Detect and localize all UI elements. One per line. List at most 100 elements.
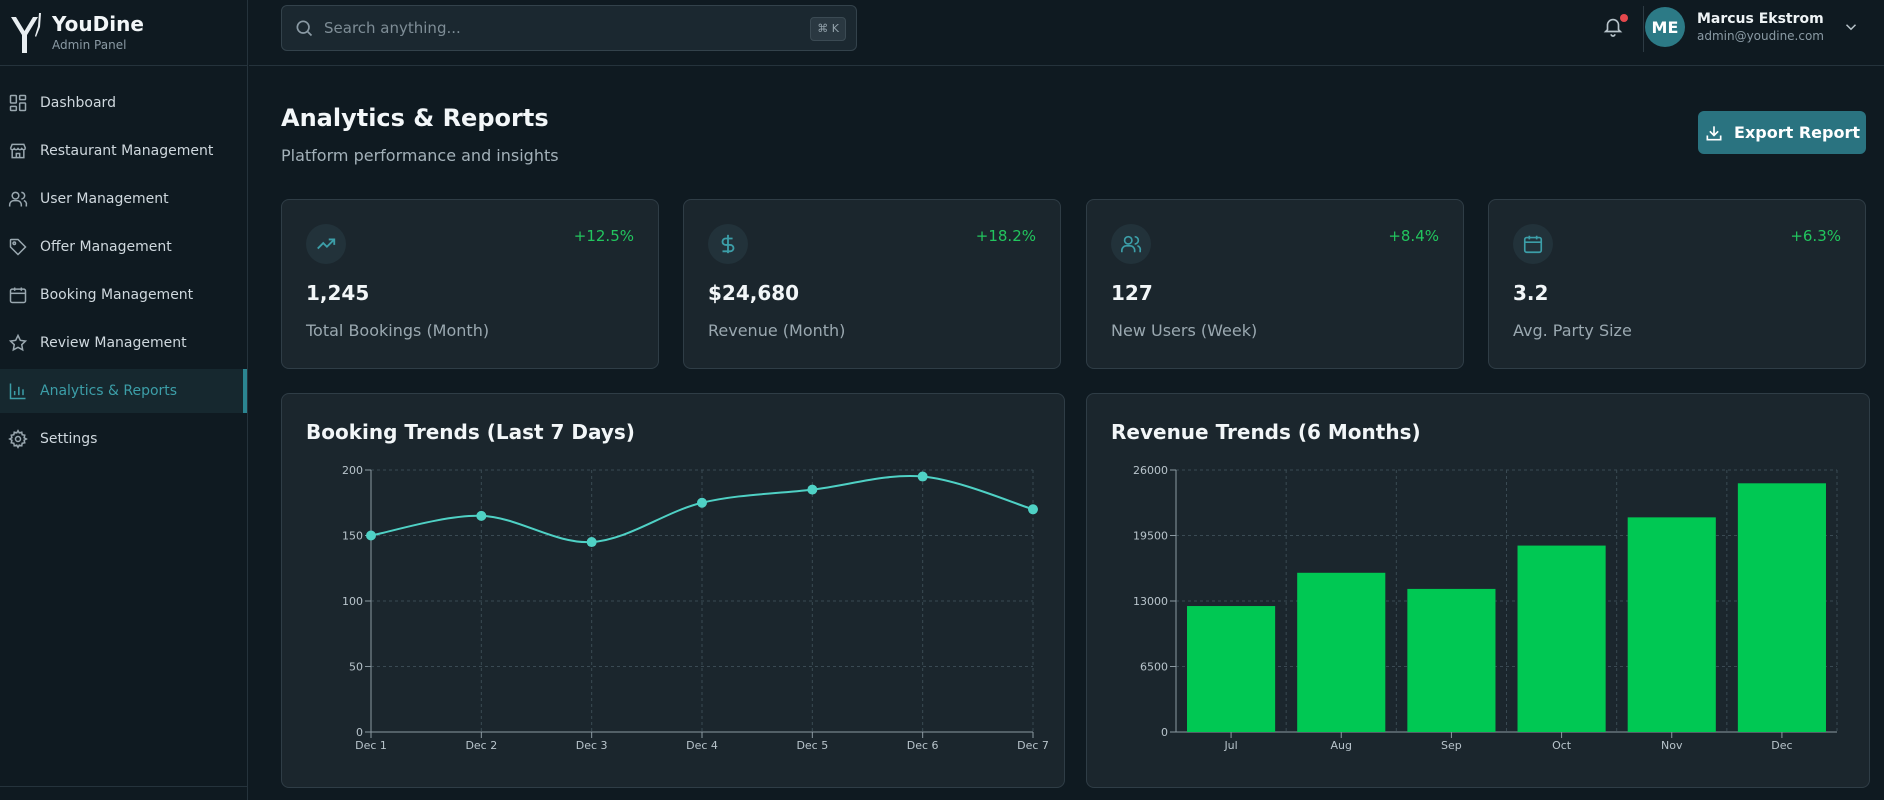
bar-chart-icon [9, 383, 26, 400]
export-report-button[interactable]: Export Report [1698, 111, 1866, 154]
sidebar-item-label: Dashboard [40, 95, 116, 111]
y-tick-label: 6500 [1140, 661, 1168, 674]
user-name: Marcus Ekstrom [1696, 11, 1824, 27]
sidebar-item-label: Offer Management [40, 239, 172, 255]
x-tick-label: Dec 2 [465, 739, 497, 752]
stat-card-new-users: +8.4% 127 New Users (Week) [1086, 199, 1464, 369]
bell-icon [1603, 18, 1623, 37]
data-point [917, 471, 928, 482]
tag-icon [9, 238, 27, 256]
brand-subtitle: Admin Panel [52, 38, 127, 52]
search-input[interactable] [324, 19, 804, 37]
star-icon [8, 333, 28, 352]
data-point [697, 497, 707, 508]
brand[interactable]: YouDine Admin Panel [0, 0, 247, 66]
sidebar-item-label: Review Management [40, 335, 187, 351]
y-tick-label: 0 [1161, 726, 1168, 739]
users-icon [1111, 224, 1151, 264]
sidebar-nav: Dashboard Restaurant Management User Man… [0, 81, 247, 465]
sidebar-item-label: Booking Management [40, 287, 194, 303]
stat-value: 3.2 [1513, 281, 1549, 305]
bar [1737, 483, 1826, 732]
stat-change: +18.2% [975, 227, 1036, 245]
x-tick-label: Dec 4 [686, 739, 718, 752]
shortcut-badge: ⌘ K [810, 17, 846, 41]
page-title: Analytics & Reports [281, 104, 549, 132]
stat-label: Avg. Party Size [1513, 321, 1632, 340]
data-point [1028, 504, 1038, 515]
calendar-icon [9, 287, 27, 304]
youdine-logo-icon [11, 12, 41, 53]
sidebar-item-label: Settings [40, 431, 98, 447]
sidebar: YouDine Admin Panel Dashboard Restaurant… [0, 0, 248, 800]
sidebar-item-review-management[interactable]: Review Management [0, 321, 247, 365]
stat-label: Total Bookings (Month) [306, 321, 490, 340]
x-tick-label: Nov [1661, 739, 1683, 752]
search-bar[interactable]: ⌘ K [281, 5, 857, 51]
calendar-icon [1513, 224, 1553, 264]
stat-card-revenue: +18.2% $24,680 Revenue (Month) [683, 199, 1061, 369]
x-tick-label: Dec 6 [907, 739, 939, 752]
sidebar-item-settings[interactable]: Settings [0, 417, 247, 461]
chevron-down-icon [1845, 24, 1857, 31]
sidebar-item-restaurant-management[interactable]: Restaurant Management [0, 129, 247, 173]
x-tick-label: Dec [1771, 739, 1792, 752]
notifications-button[interactable] [1602, 14, 1628, 40]
stat-card-bookings: +12.5% 1,245 Total Bookings (Month) [281, 199, 659, 369]
x-tick-label: Dec 7 [1017, 739, 1049, 752]
y-tick-label: 100 [342, 595, 363, 608]
search-icon [296, 20, 313, 37]
revenue-trends-card: Revenue Trends (6 Months) 0 6500 13000 1950… [1086, 393, 1870, 788]
top-header: ⌘ K ME Marcus Ekstrom admin@youdine.com [249, 0, 1884, 66]
stat-label: New Users (Week) [1111, 321, 1258, 340]
y-tick-label: 13000 [1133, 595, 1168, 608]
dollar-icon [708, 224, 748, 264]
sidebar-item-booking-management[interactable]: Booking Management [0, 273, 247, 317]
y-tick-label: 200 [342, 464, 363, 477]
y-tick-label: 50 [349, 661, 363, 674]
bar [1627, 517, 1716, 732]
grid-icon [9, 94, 27, 112]
brand-name: YouDine [52, 12, 144, 36]
bar [1517, 545, 1606, 732]
data-point [807, 484, 818, 495]
page-subtitle: Platform performance and insights [281, 146, 559, 165]
data-point [366, 530, 376, 541]
stat-change: +12.5% [573, 227, 634, 245]
stat-card-party-size: +6.3% 3.2 Avg. Party Size [1488, 199, 1866, 369]
chart-title: Revenue Trends (6 Months) [1111, 420, 1421, 444]
notification-dot [1620, 14, 1628, 22]
sidebar-item-dashboard[interactable]: Dashboard [0, 81, 247, 125]
y-tick-label: 0 [356, 726, 363, 739]
sidebar-item-offer-management[interactable]: Offer Management [0, 225, 247, 269]
x-tick-label: Dec 5 [796, 739, 828, 752]
x-tick-label: Dec 3 [576, 739, 608, 752]
bar [1297, 572, 1386, 732]
stat-change: +6.3% [1790, 227, 1841, 245]
sidebar-item-label: User Management [40, 191, 169, 207]
gear-icon [8, 429, 28, 449]
x-tick-label: Jul [1223, 739, 1237, 752]
data-point [586, 537, 597, 548]
x-tick-label: Aug [1331, 739, 1352, 752]
sidebar-item-user-management[interactable]: User Management [0, 177, 247, 221]
sidebar-footer [0, 786, 247, 800]
booking-trends-chart: 0 50 100 150 200 Dec 1 Dec 2 Dec 3 Dec 4 Dec 5 Dec… [342, 464, 1049, 752]
download-icon [1706, 125, 1722, 140]
stat-value: 1,245 [306, 281, 370, 305]
x-tick-label: Dec 1 [355, 739, 387, 752]
data-point [476, 510, 487, 521]
stat-value: 127 [1111, 281, 1153, 305]
users-icon [8, 191, 28, 207]
header-divider [1643, 6, 1644, 52]
revenue-trends-chart: 0 6500 13000 19500 26000 Jul Aug Sep Oct Nov Dec [1133, 464, 1838, 752]
sidebar-item-label: Analytics & Reports [40, 383, 178, 399]
sidebar-item-analytics-reports[interactable]: Analytics & Reports [0, 369, 247, 413]
trending-up-icon [306, 224, 346, 264]
sidebar-item-label: Restaurant Management [40, 143, 214, 159]
x-tick-label: Sep [1441, 739, 1462, 752]
user-menu[interactable]: ME Marcus Ekstrom admin@youdine.com [1644, 7, 1860, 47]
chart-title: Booking Trends (Last 7 Days) [306, 420, 635, 444]
store-icon [9, 143, 27, 159]
y-tick-label: 150 [342, 530, 363, 543]
